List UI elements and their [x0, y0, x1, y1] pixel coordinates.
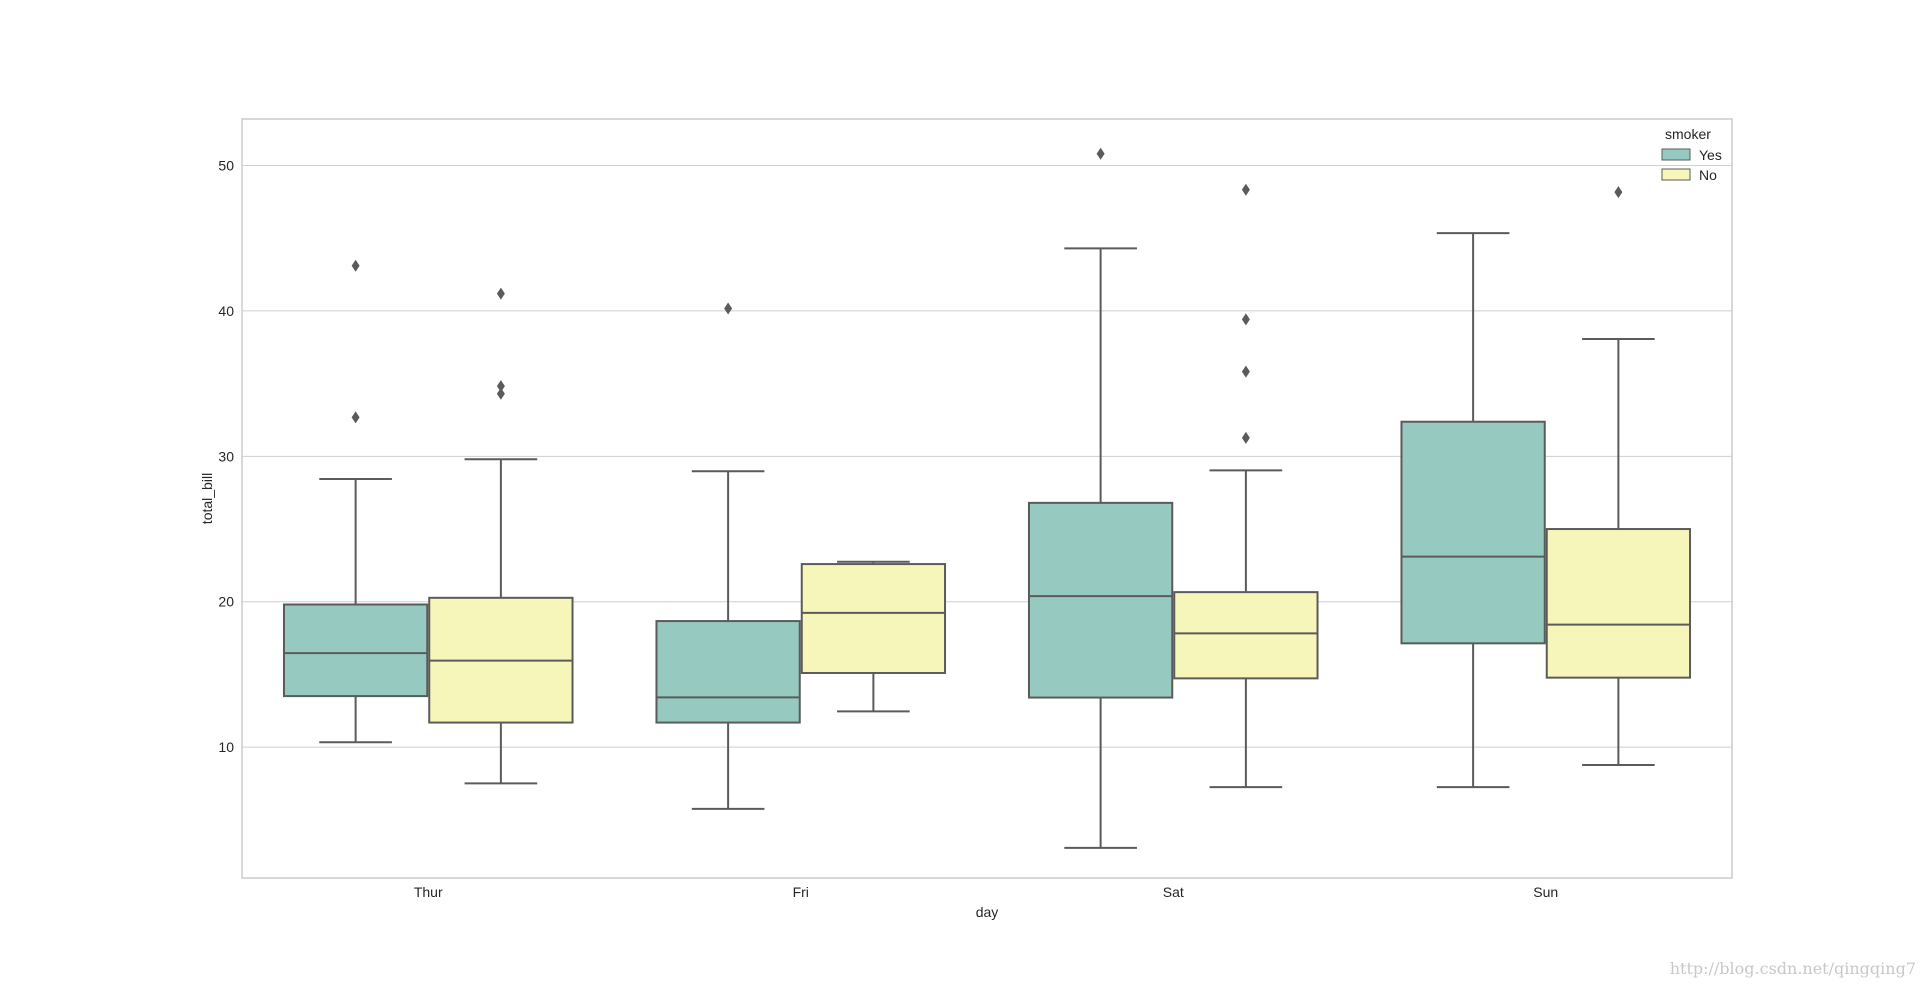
box-body [1173, 591, 1319, 680]
outlier-point [1614, 186, 1623, 199]
x-tick-label: Fri [793, 884, 809, 900]
outlier-point [1241, 313, 1250, 326]
outlier-point [351, 411, 360, 424]
box-body [1400, 420, 1546, 645]
outlier-point [1241, 365, 1250, 378]
legend-title: smoker [1665, 126, 1711, 142]
y-tick-label: 10 [218, 739, 234, 755]
legend-swatch-no [1661, 168, 1691, 181]
outlier-point [496, 387, 505, 400]
legend-label-yes: Yes [1699, 147, 1722, 163]
legend-swatch-yes [1661, 148, 1691, 161]
box-no-fri [800, 560, 947, 713]
y-tick-label: 30 [218, 448, 234, 464]
outlier-point [1096, 147, 1105, 160]
box-yes-sun [1400, 232, 1546, 789]
y-tick-label: 40 [218, 303, 234, 319]
outlier-point [724, 302, 733, 315]
box-no-sat [1173, 183, 1319, 789]
box-yes-sat [1027, 147, 1174, 849]
x-tick-label: Sun [1533, 884, 1558, 900]
box-yes-fri [655, 302, 801, 810]
y-tick-label: 20 [218, 594, 234, 610]
box-body [1545, 528, 1692, 679]
outlier-point [1241, 183, 1250, 196]
box-yes-thur [282, 259, 429, 744]
box-body [655, 620, 801, 724]
outlier-point [496, 287, 505, 300]
box-body [1027, 501, 1174, 699]
box-body [282, 603, 429, 698]
x-tick-label: Thur [414, 884, 443, 900]
watermark: http://blog.csdn.net/qingqing7 [1669, 959, 1916, 978]
legend-label-no: No [1699, 167, 1717, 183]
y-axis-label: total_bill [199, 473, 215, 524]
outlier-point [351, 259, 360, 272]
x-tick-label: Sat [1163, 884, 1184, 900]
outlier-point [1241, 431, 1250, 444]
box-body [800, 563, 947, 674]
outlier-point [496, 380, 505, 393]
y-tick-label: 50 [218, 158, 234, 174]
box-no-thur [428, 287, 574, 785]
x-axis-label: day [976, 904, 999, 920]
box-no-sun [1545, 186, 1692, 767]
